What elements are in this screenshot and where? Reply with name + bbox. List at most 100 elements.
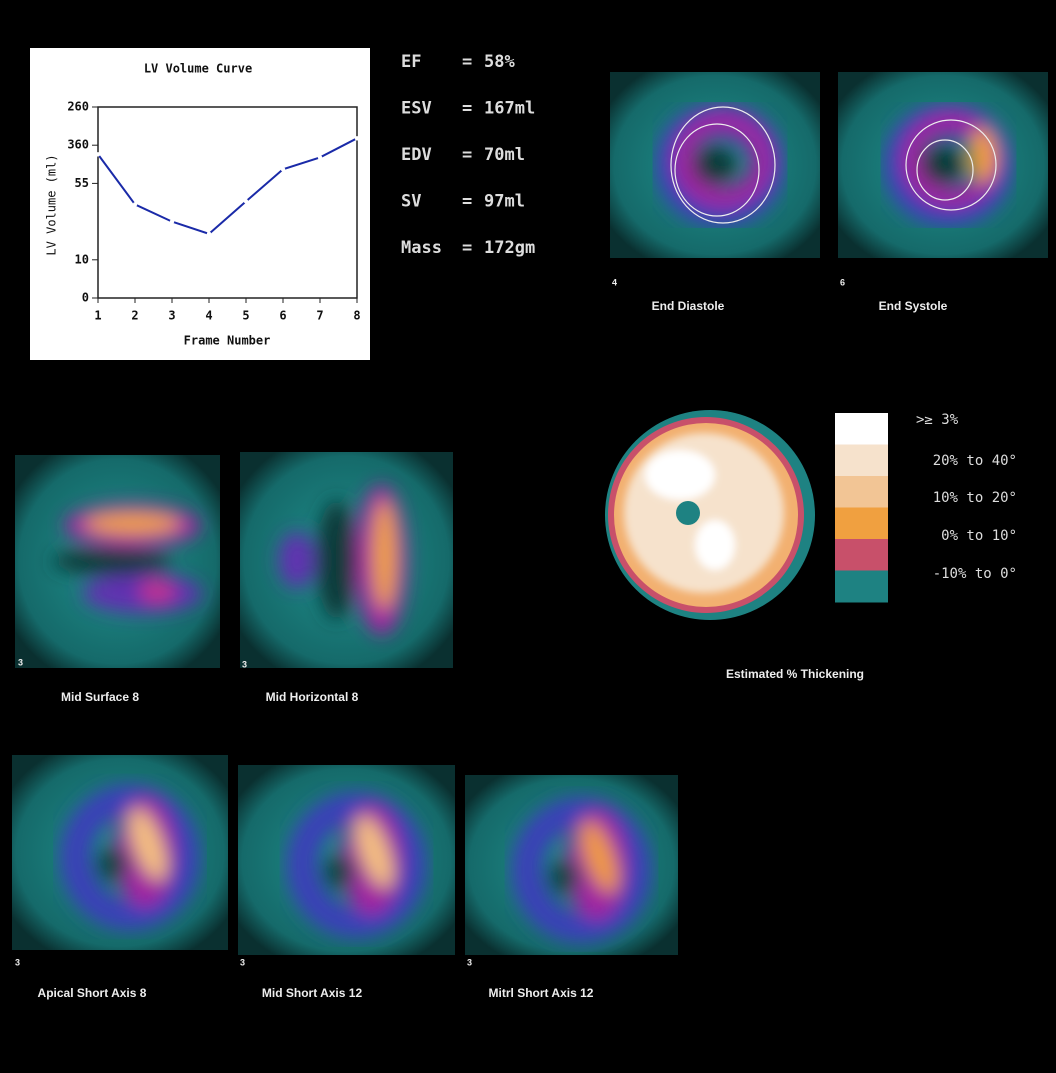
x-tick-label: 5 [242, 309, 249, 323]
activity [322, 854, 355, 890]
scan-image [240, 452, 453, 668]
legend-swatch [835, 539, 888, 571]
activity [96, 846, 128, 883]
legend-label: -10% to 0° [933, 566, 1017, 582]
panel-index: 3 [18, 657, 23, 667]
point [354, 136, 360, 141]
x-tick-label: 6 [279, 309, 286, 323]
caption: Mitrl Short Axis 12 [489, 986, 594, 1000]
activity [278, 532, 315, 588]
scan-activity [52, 503, 203, 614]
activity [139, 579, 176, 604]
chart-panel [30, 48, 370, 360]
stat-separator: = [462, 145, 472, 165]
contour-line [674, 123, 760, 217]
point [243, 199, 249, 204]
stat-value: 172gm [484, 238, 535, 258]
activity [547, 859, 580, 895]
scan-image [238, 765, 455, 955]
contour [670, 106, 776, 224]
legend-label: 10% to 20° [933, 490, 1017, 506]
point [206, 231, 212, 237]
y-tick-label: 360 [67, 138, 89, 152]
x-tick-label: 7 [316, 309, 323, 323]
legend-swatch [835, 570, 888, 603]
legend-label: 0% to 10° [941, 528, 1017, 544]
point [169, 219, 175, 224]
panel-index: 3 [240, 957, 245, 967]
activity [581, 820, 618, 894]
legend-label: >≥ 3% [916, 412, 959, 428]
activity [693, 145, 737, 185]
panel-index: 3 [15, 957, 20, 967]
caption: Mid Surface 8 [61, 690, 139, 704]
stat-separator: = [462, 52, 472, 72]
legend-swatch [835, 476, 888, 508]
contour-line [670, 106, 776, 224]
activity [372, 500, 397, 610]
contour-line [916, 139, 974, 201]
caption: Mid Horizontal 8 [266, 690, 359, 704]
caption: End Diastole [652, 299, 725, 313]
point [280, 167, 286, 172]
activity [921, 145, 965, 185]
point [317, 155, 323, 160]
x-tick-label: 8 [353, 309, 360, 323]
bullseye-inner [624, 433, 784, 593]
panel-index: 3 [467, 957, 472, 967]
activity [316, 500, 357, 620]
chart-title: LV Volume Curve [144, 62, 252, 76]
legend-swatch [835, 413, 888, 445]
panel-index: 6 [840, 277, 845, 287]
stat-value: 167ml [484, 99, 535, 119]
bullseye [605, 410, 815, 620]
scan-activity [60, 784, 200, 931]
x-tick-label: 3 [168, 309, 175, 323]
scan-activity [278, 485, 408, 635]
activity [356, 815, 393, 889]
scan-image [465, 775, 678, 955]
bullseye-area [645, 450, 715, 500]
legend-swatch [835, 444, 888, 477]
plot-frame [97, 106, 358, 299]
activity [286, 792, 427, 938]
legend-label: 20% to 40° [933, 453, 1017, 469]
stat-separator: = [462, 238, 472, 258]
x-axis-label: Frame Number [184, 334, 271, 348]
activity [673, 112, 773, 208]
caption: Apical Short Axis 8 [38, 986, 147, 1000]
stat-value: 70ml [484, 145, 525, 165]
stat-label: EF [401, 52, 421, 72]
stat-label: EDV [401, 145, 432, 165]
stat-value: 97ml [484, 192, 525, 212]
y-tick-label: 10 [75, 252, 89, 266]
scan-image [610, 72, 820, 258]
activity [84, 512, 181, 535]
activity [969, 127, 997, 183]
contour-line [905, 119, 997, 211]
stat-value: 58% [484, 52, 515, 72]
x-tick-label: 4 [205, 309, 212, 323]
bullseye-area [695, 520, 735, 570]
scan-image [15, 455, 220, 668]
point [95, 152, 101, 157]
y-tick-label: 260 [67, 100, 89, 114]
scan-image [838, 72, 1048, 258]
y-axis-label: LV Volume (ml) [45, 154, 59, 255]
activity [129, 808, 167, 881]
x-tick-label: 2 [131, 309, 138, 323]
scan-activity [511, 797, 652, 943]
contour [905, 119, 997, 211]
stat-separator: = [462, 192, 472, 212]
y-tick-label: 0 [82, 291, 89, 305]
scan-activity [286, 792, 427, 938]
caption: Estimated % Thickening [726, 667, 864, 681]
panel-index: 3 [242, 659, 247, 669]
point [132, 202, 138, 207]
activity [52, 547, 173, 576]
stat-separator: = [462, 99, 472, 119]
scan-activity [655, 103, 785, 227]
legend-swatch [835, 507, 888, 540]
